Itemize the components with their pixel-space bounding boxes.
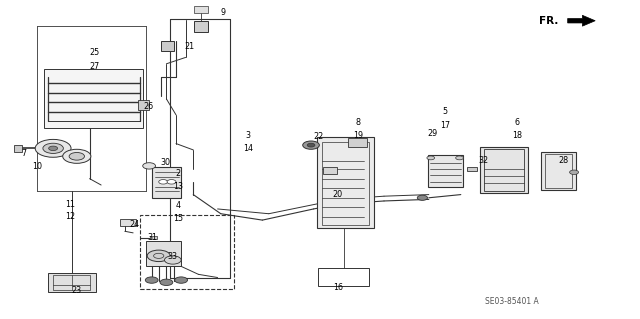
Text: 12: 12 bbox=[65, 212, 76, 221]
Circle shape bbox=[159, 180, 168, 184]
Circle shape bbox=[303, 141, 319, 149]
Circle shape bbox=[164, 256, 181, 264]
Circle shape bbox=[35, 139, 71, 157]
Circle shape bbox=[427, 156, 435, 160]
Bar bbox=[48, 273, 96, 292]
Circle shape bbox=[69, 152, 84, 160]
Bar bbox=[317, 137, 374, 228]
Circle shape bbox=[417, 195, 428, 200]
Circle shape bbox=[49, 146, 58, 151]
Text: 23: 23 bbox=[72, 286, 82, 295]
Circle shape bbox=[145, 277, 158, 283]
Text: 6: 6 bbox=[515, 118, 520, 127]
Bar bbox=[53, 275, 90, 290]
Bar bbox=[322, 142, 369, 225]
Bar bbox=[318, 268, 369, 286]
Circle shape bbox=[175, 277, 188, 283]
Text: 26: 26 bbox=[143, 102, 154, 111]
Circle shape bbox=[43, 143, 63, 153]
Bar bbox=[150, 236, 157, 239]
Text: 9: 9 bbox=[220, 8, 225, 17]
Text: 4: 4 bbox=[175, 201, 180, 210]
Circle shape bbox=[147, 250, 170, 262]
Circle shape bbox=[63, 149, 91, 163]
Text: 28: 28 bbox=[558, 156, 568, 165]
Text: 11: 11 bbox=[65, 200, 76, 209]
Bar bbox=[467, 167, 477, 171]
Text: 33: 33 bbox=[168, 252, 178, 261]
Text: 17: 17 bbox=[440, 121, 450, 130]
Text: 19: 19 bbox=[353, 131, 364, 140]
Bar bbox=[541, 152, 576, 190]
Polygon shape bbox=[568, 15, 595, 26]
Circle shape bbox=[160, 279, 173, 286]
Text: 24: 24 bbox=[129, 220, 140, 229]
Bar bbox=[545, 154, 572, 188]
Bar bbox=[323, 167, 337, 174]
Text: 10: 10 bbox=[32, 162, 42, 171]
Text: 29: 29 bbox=[427, 130, 437, 138]
Bar bbox=[428, 155, 463, 187]
Bar bbox=[146, 241, 181, 266]
Text: 5: 5 bbox=[442, 107, 447, 116]
Text: 15: 15 bbox=[173, 214, 183, 223]
Text: 32: 32 bbox=[479, 156, 489, 165]
Text: 14: 14 bbox=[243, 144, 253, 153]
Circle shape bbox=[307, 143, 315, 147]
Text: 8: 8 bbox=[356, 118, 361, 127]
Text: 18: 18 bbox=[512, 131, 522, 140]
Bar bbox=[161, 41, 174, 51]
Text: 20: 20 bbox=[333, 190, 343, 199]
Circle shape bbox=[456, 156, 463, 160]
Bar bbox=[348, 138, 367, 147]
Text: 27: 27 bbox=[90, 63, 100, 71]
Bar bbox=[194, 6, 208, 13]
Text: 21: 21 bbox=[184, 42, 195, 51]
Text: 16: 16 bbox=[333, 283, 343, 292]
Circle shape bbox=[167, 180, 176, 184]
Text: 13: 13 bbox=[173, 182, 183, 191]
Circle shape bbox=[143, 163, 156, 169]
Text: SE03-85401 A: SE03-85401 A bbox=[485, 297, 539, 306]
Bar bbox=[44, 69, 143, 128]
Text: 2: 2 bbox=[175, 169, 180, 178]
Bar bbox=[480, 147, 528, 193]
Text: 25: 25 bbox=[90, 48, 100, 57]
Text: 7: 7 bbox=[22, 149, 27, 158]
Bar bbox=[120, 219, 136, 226]
Bar bbox=[138, 100, 149, 110]
Circle shape bbox=[570, 170, 579, 174]
Text: 31: 31 bbox=[147, 233, 157, 242]
Bar bbox=[484, 149, 524, 191]
Bar bbox=[152, 167, 181, 198]
Bar bbox=[194, 21, 208, 32]
Text: FR.: FR. bbox=[539, 16, 558, 26]
Bar bbox=[140, 215, 234, 289]
Text: 22: 22 bbox=[314, 132, 324, 141]
Text: 30: 30 bbox=[160, 158, 170, 167]
Bar bbox=[14, 145, 22, 152]
Text: 3: 3 bbox=[246, 131, 251, 140]
